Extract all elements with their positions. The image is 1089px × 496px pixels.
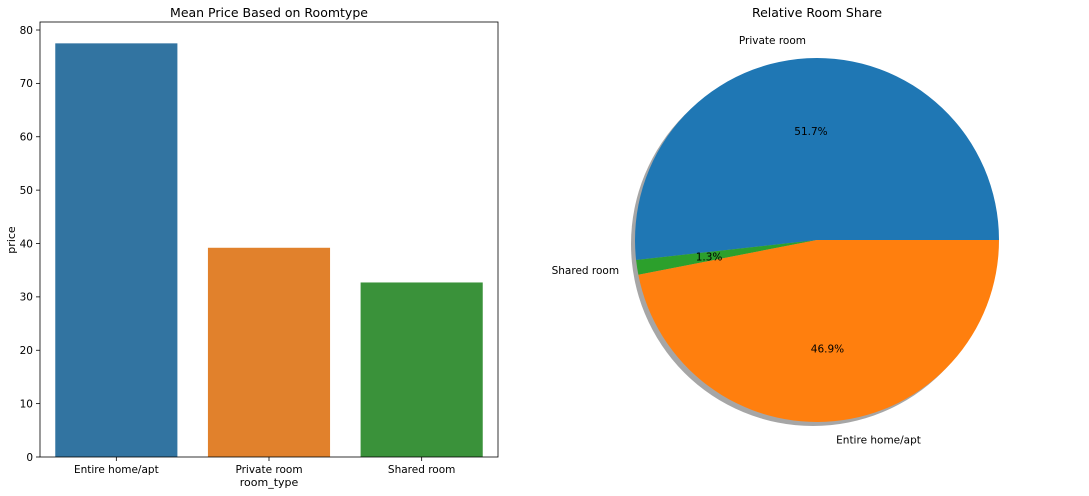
- y-tick-label: 50: [20, 185, 33, 197]
- y-tick-label: 10: [20, 398, 33, 410]
- bar-shared-room: [360, 282, 483, 457]
- pie-slice-private-room: [635, 58, 999, 260]
- pie-slices: [635, 58, 999, 422]
- y-tick-label: 70: [20, 78, 33, 90]
- x-axis-label: room_type: [240, 476, 299, 489]
- y-tick-label: 40: [20, 238, 33, 250]
- y-tick-label: 0: [26, 452, 33, 464]
- pie-category-label: Entire home/apt: [836, 434, 921, 446]
- bar-series: [55, 43, 483, 457]
- x-tick-label: Entire home/apt: [74, 464, 159, 476]
- pie-slice-entire-home-apt: [638, 240, 999, 422]
- y-tick-label: 30: [20, 292, 33, 304]
- bar-chart: Mean Price Based on Roomtype 0 10 20 30 40 50…: [5, 5, 499, 489]
- pie-percent-label: 46.9%: [811, 344, 844, 356]
- bar-chart-title: Mean Price Based on Roomtype: [170, 5, 368, 20]
- pie-percent-label: 1.3%: [696, 251, 723, 263]
- pie-category-label: Shared room: [552, 265, 619, 277]
- y-tick-label: 60: [20, 132, 33, 144]
- pie-chart: Relative Room Share Private room 51.7% Sha…: [552, 5, 999, 446]
- y-tick-label: 20: [20, 345, 33, 357]
- bar-plot-frame: [39, 21, 499, 458]
- pie-labels: Private room 51.7% Shared room 1.3% Entire h…: [552, 35, 921, 446]
- y-axis-ticks: 0 10 20 30 40 50 60 70 80: [20, 25, 40, 464]
- y-axis-label: price: [5, 226, 18, 254]
- bar-private-room: [207, 247, 331, 457]
- pie-category-label: Private room: [739, 35, 806, 47]
- x-tick-label: Private room: [235, 464, 302, 476]
- x-tick-label: Shared room: [388, 464, 455, 476]
- pie-percent-label: 51.7%: [794, 126, 827, 138]
- y-tick-label: 80: [20, 25, 33, 37]
- pie-chart-title: Relative Room Share: [752, 5, 882, 20]
- bar-entire-home-apt: [55, 43, 178, 457]
- x-axis-ticks: Entire home/apt Private room Shared room: [74, 457, 455, 476]
- pie-slice-shared-room: [636, 240, 817, 275]
